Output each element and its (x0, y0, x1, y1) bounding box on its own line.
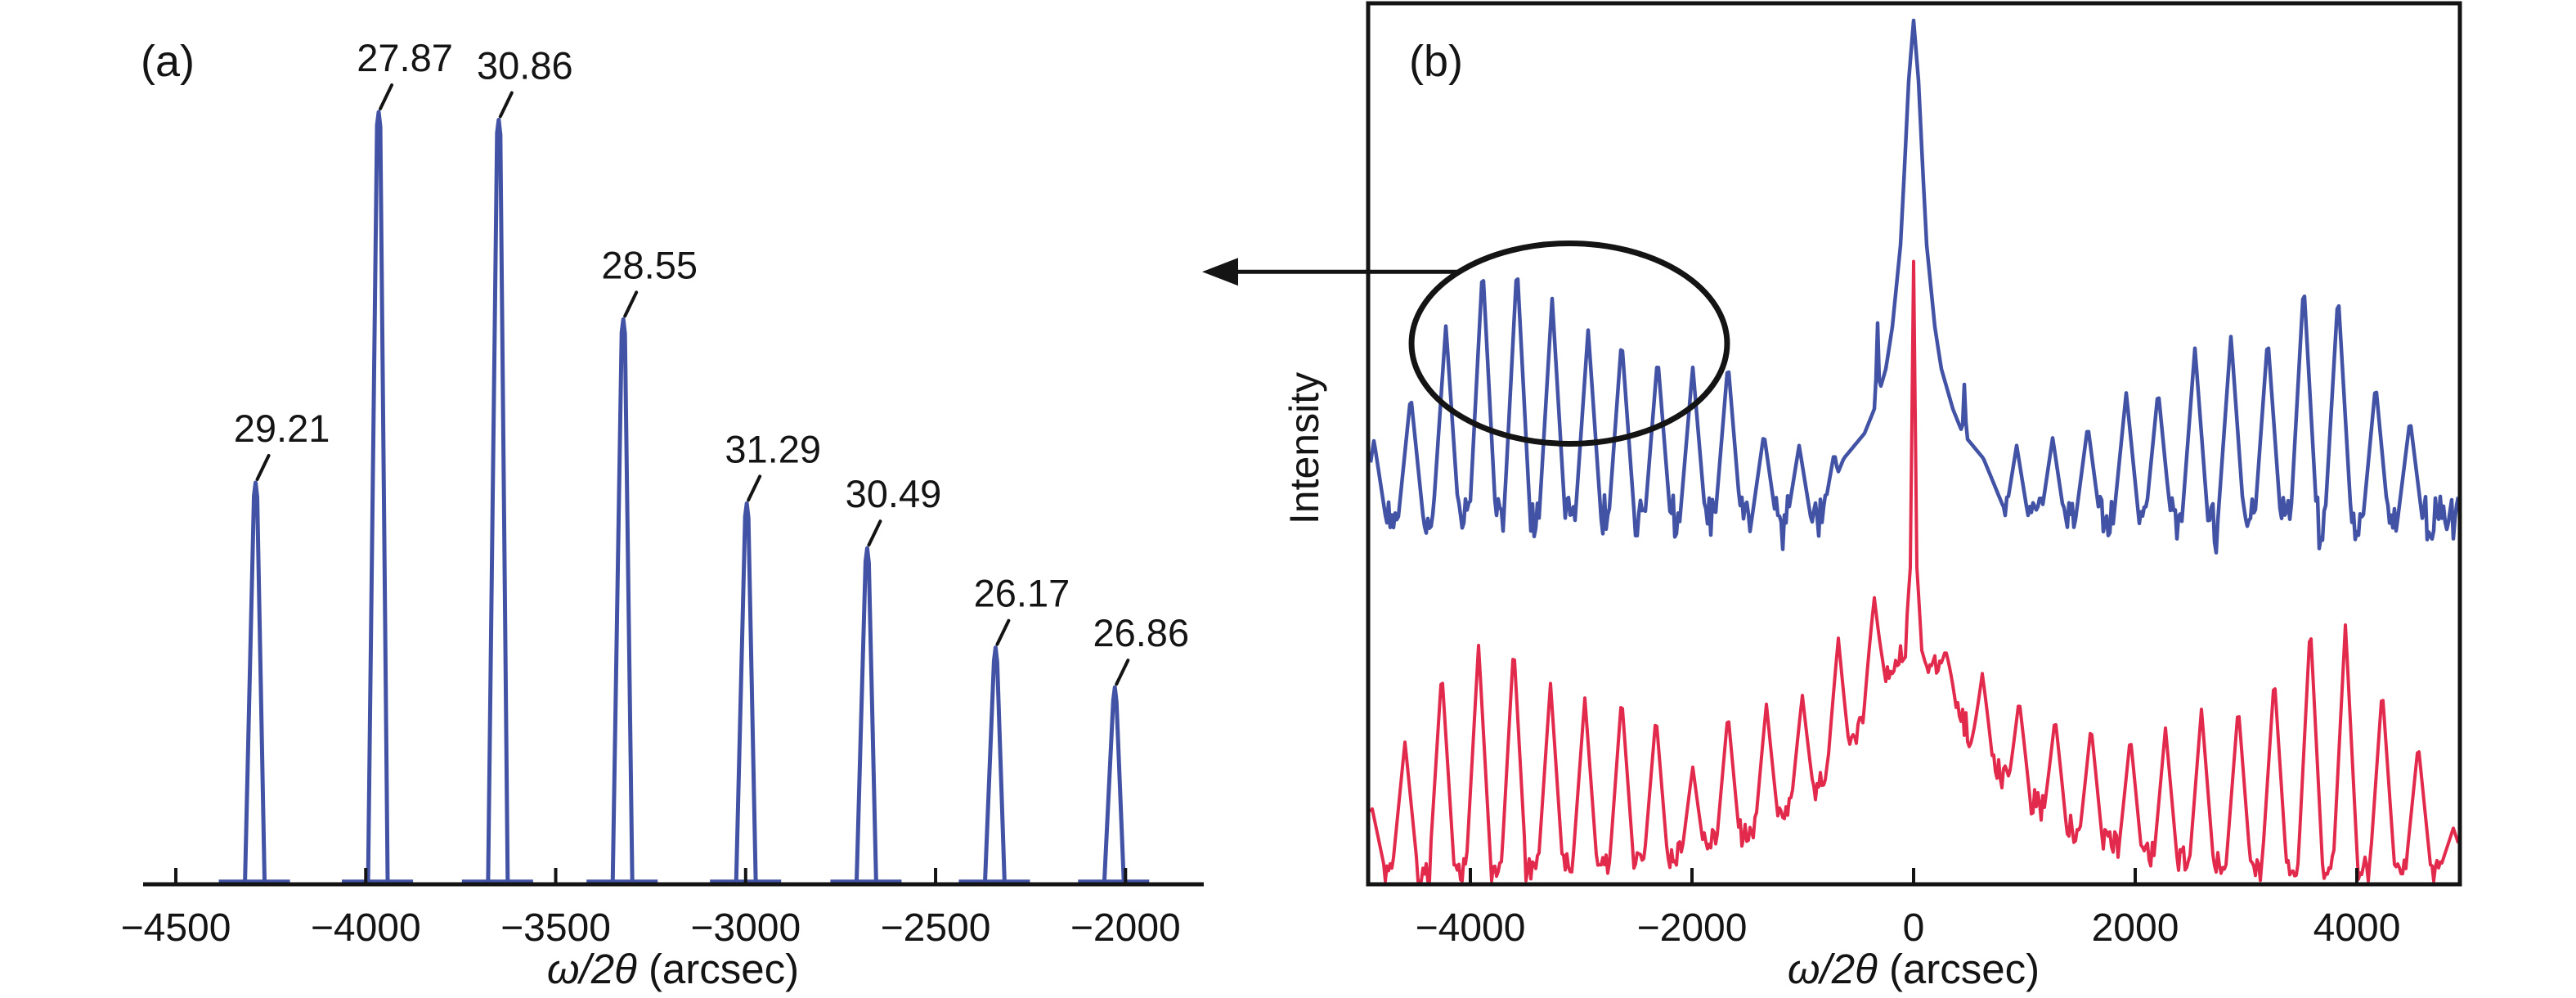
peak-label-leader (747, 474, 762, 502)
diffraction-peak (366, 110, 390, 884)
peak-label: 26.86 (1093, 611, 1189, 654)
peak-label-leader (623, 290, 639, 318)
panel-a-xaxis-title-units: (arcsec) (637, 946, 799, 992)
panel-b-xaxis-title-math: ω/2θ (1788, 946, 1878, 992)
x-tick-label: −4000 (1416, 906, 1526, 950)
diffraction-peak (486, 117, 510, 884)
peak-label-leader (379, 83, 394, 110)
x-tick-label: 4000 (2313, 906, 2401, 950)
peak-label-leader (498, 91, 514, 119)
peak-label: 26.17 (974, 572, 1070, 615)
zoom-annotation-layer (1202, 240, 1730, 447)
panel-b-xaxis-title: ω/2θ (arcsec) (1788, 946, 2040, 992)
diffraction-peak (243, 480, 267, 884)
x-tick-label: −4000 (311, 906, 421, 950)
x-tick-label: 0 (1903, 906, 1925, 950)
x-tick-label: −3500 (500, 906, 611, 950)
panel-a-xaxis-title: ω/2θ (arcsec) (547, 946, 799, 992)
x-tick-label: −2500 (881, 906, 991, 950)
peak-label-leader (995, 618, 1011, 646)
peak-label: 27.87 (357, 36, 453, 79)
curve-blue-upper (1368, 18, 2461, 555)
x-tick-label: −4500 (121, 906, 231, 950)
panel-b-xaxis-title-units: (arcsec) (1878, 946, 2040, 992)
panel-b-yaxis-title: Intensity (1281, 372, 1327, 524)
peak-label: 30.49 (846, 472, 942, 515)
x-tick-label: 2000 (2092, 906, 2179, 950)
peak-label: 28.55 (601, 243, 698, 286)
diffraction-peak (982, 645, 1007, 884)
peak-label: 30.86 (477, 43, 573, 87)
diffraction-peak (854, 546, 878, 884)
peak-label-leader (255, 453, 271, 481)
panel-a: 29.21 27.87 30.86 28.55 31.29 30.49 26.17 26.86… (121, 36, 1204, 950)
peak-label-leader (867, 519, 882, 547)
zoom-ellipse (1408, 240, 1730, 447)
curve-red-lower (1369, 259, 2460, 883)
peak-label-leader (1115, 659, 1130, 686)
x-tick-label: −3000 (690, 906, 801, 950)
x-tick-label: −2000 (1637, 906, 1748, 950)
diffraction-peak (610, 317, 635, 884)
diffraction-peak (1102, 685, 1126, 884)
diffraction-peak (734, 501, 758, 884)
peak-label: 31.29 (725, 427, 821, 470)
panel-b: −4000 −2000 0 2000 4000 (1366, 1, 2462, 950)
zoom-arrow-head (1202, 258, 1238, 286)
panel-a-letter: (a) (141, 37, 195, 86)
peak-label: 29.21 (234, 407, 330, 450)
panel-b-letter: (b) (1409, 37, 1463, 86)
x-tick-label: −2000 (1070, 906, 1181, 950)
panel-a-xaxis-title-math: ω/2θ (547, 946, 637, 992)
